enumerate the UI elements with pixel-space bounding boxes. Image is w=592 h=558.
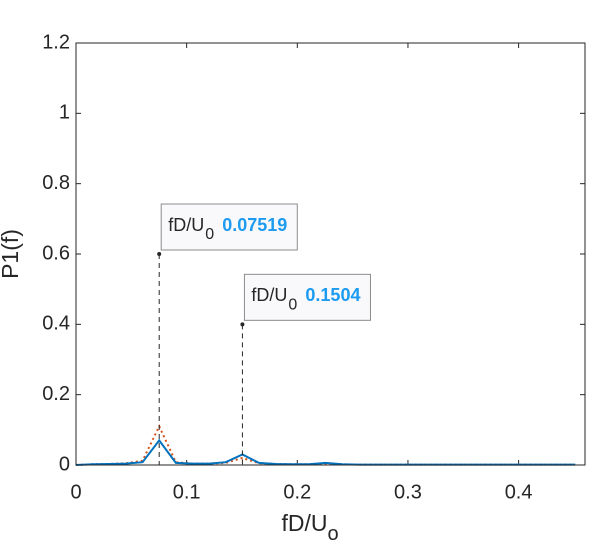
datatip: fD/U 0 0.1504 — [243, 273, 371, 321]
datatip-subscript: 0 — [288, 297, 297, 314]
y-tick-label: 0.6 — [42, 242, 70, 264]
datatip: fD/U 0 0.07519 — [160, 203, 298, 251]
y-tick-label: 1.2 — [42, 31, 70, 53]
x-tick-label: 0.3 — [394, 481, 422, 503]
x-axis-label-subscript: o — [327, 523, 338, 545]
axes-box — [75, 42, 586, 466]
datatip-subscript: 0 — [205, 226, 214, 243]
datatip-point — [157, 252, 162, 256]
y-tick-label: 0.8 — [42, 172, 70, 194]
y-tick-label: 0.4 — [42, 313, 70, 335]
x-axis-label: fD/Uo — [281, 510, 338, 545]
datatip-value: 0.07519 — [222, 215, 287, 235]
x-tick-label: 0.2 — [283, 481, 311, 503]
y-tick-label: 1 — [59, 102, 70, 124]
x-tick-label: 0.1 — [173, 481, 201, 503]
datatip-box — [243, 273, 371, 321]
y-tick-label: 0 — [59, 453, 70, 475]
datatip-value: 0.1504 — [305, 285, 360, 305]
datatip-label: fD/U — [251, 285, 287, 305]
x-axis-label-main: fD/U — [281, 510, 327, 536]
x-tick-label: 0 — [70, 481, 81, 503]
y-axis-label: P1(f) — [0, 229, 23, 279]
x-tick-label: 0.4 — [505, 481, 533, 503]
y-tick-label: 0.2 — [42, 383, 70, 405]
datatip-label: fD/U — [168, 215, 204, 235]
datatip-box — [160, 203, 298, 251]
data-line — [75, 423, 576, 466]
datatip-point — [240, 322, 245, 327]
